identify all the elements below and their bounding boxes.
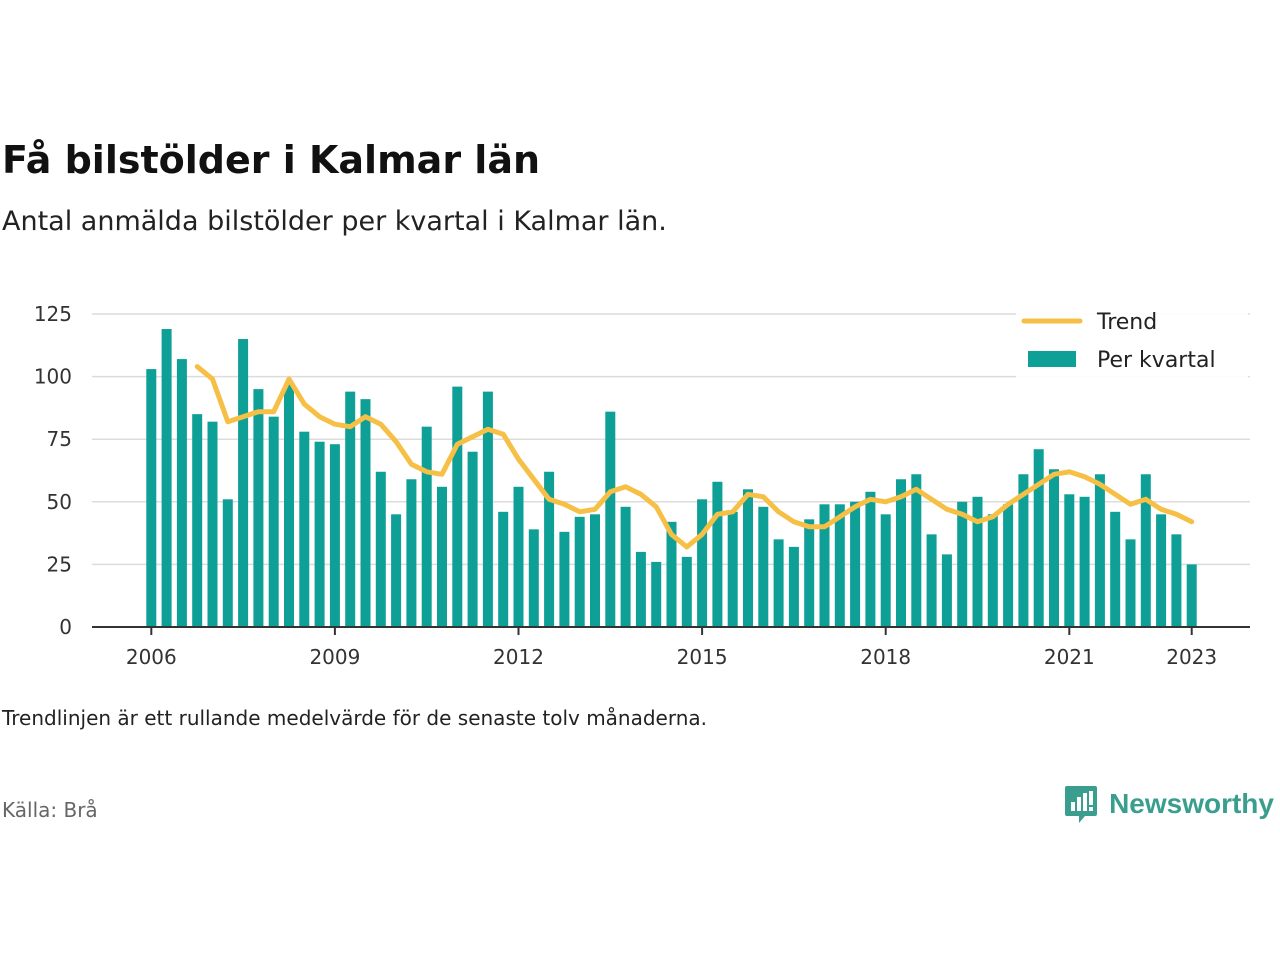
newsworthy-logo-icon [1065,786,1098,823]
bar-2006-Q2 [161,329,172,627]
bar-2012-Q4 [559,531,570,627]
bar-2016-Q3 [788,546,799,627]
legend-trend-label: Trend [1096,310,1157,335]
chart-subtitle: Antal anmälda bilstölder per kvartal i K… [2,206,667,237]
bar-2014-Q1 [635,551,646,627]
bar-2019-Q4 [987,514,998,627]
bar-2022-Q4 [1171,534,1182,627]
bar-2021-Q3 [1094,474,1105,627]
bar-2013-Q2 [590,514,600,627]
bar-2020-Q3 [1033,449,1044,627]
axes: 0 25 50 75 100 125 2006 2009 2012 2015 2018 2021 202… [34,302,1250,669]
bar-2015-Q1 [697,499,708,627]
bar-line-chart: 0 25 50 75 100 125 2006 2009 2012 2015 2018 2021 202… [34,302,1250,669]
brand-name: Newsworthy [1109,788,1274,819]
bar-2015-Q3 [727,511,738,627]
bar-2008-Q2 [284,384,294,627]
y-tick-label: 75 [47,427,72,451]
bar-2021-Q1 [1064,494,1075,627]
bar-2022-Q2 [1140,474,1151,627]
x-tick-label: 2018 [860,645,911,669]
bar-2018-Q4 [926,534,937,627]
trend-line [194,364,1195,550]
bar-2020-Q1 [1003,504,1014,627]
bar-2014-Q3 [666,521,677,627]
legend-bars-swatch [1028,351,1076,367]
trend-line-layer [194,364,1195,550]
bar-2012-Q2 [528,529,539,627]
bar-2013-Q3 [605,411,616,627]
legend: Trend Per kvartal [1016,304,1248,378]
bar-2010-Q2 [406,479,417,627]
bar-2007-Q4 [253,389,264,627]
source-credit: Källa: Brå [2,798,98,822]
bar-2011-Q1 [452,386,463,627]
bar-2011-Q4 [498,511,509,627]
bar-2019-Q1 [941,554,952,627]
bar-2019-Q3 [972,496,983,627]
bar-2013-Q1 [574,516,585,627]
bar-2009-Q3 [360,399,371,627]
bars [146,329,1197,627]
bar-2015-Q4 [743,489,753,627]
bar-2007-Q2 [222,499,233,627]
bar-2007-Q3 [238,339,249,627]
x-tick-label: 2009 [309,645,360,669]
bar-2012-Q3 [544,471,555,627]
bar-2010-Q3 [421,426,432,627]
bar-2016-Q2 [773,539,784,627]
bar-2011-Q3 [482,391,493,627]
bar-2011-Q2 [467,451,478,627]
bar-2018-Q2 [896,479,906,627]
chart-title: Få bilstölder i Kalmar län [2,138,541,182]
bar-2014-Q2 [651,561,662,627]
bar-2010-Q1 [391,514,402,627]
bar-2022-Q1 [1125,539,1136,627]
bar-2018-Q1 [880,514,891,627]
bar-2023-Q1 [1186,564,1197,627]
y-tick-label: 25 [47,552,72,576]
bar-2017-Q2 [834,504,845,627]
bar-2008-Q3 [299,431,310,627]
bar-2007-Q1 [207,421,218,627]
y-tick-label: 0 [59,615,72,639]
bar-2009-Q4 [375,471,386,627]
bar-2019-Q2 [957,501,968,627]
x-tick-label: 2023 [1166,645,1217,669]
bar-2006-Q1 [146,369,157,627]
bar-2015-Q2 [712,481,723,627]
bar-2017-Q3 [850,501,861,627]
x-tick-label: 2006 [126,645,177,669]
bar-2008-Q4 [314,441,325,627]
bar-2009-Q2 [345,391,356,627]
bar-2020-Q4 [1049,469,1059,627]
x-tick-label: 2015 [677,645,728,669]
bar-2008-Q1 [268,416,279,627]
bar-2009-Q1 [329,444,340,627]
x-tick-label: 2021 [1044,645,1095,669]
legend-bars-label: Per kvartal [1097,348,1216,373]
brand-logo: Newsworthy [1063,784,1274,824]
bar-2012-Q1 [513,486,524,627]
bar-2006-Q4 [192,414,203,627]
bar-2013-Q4 [620,506,631,627]
bar-2017-Q1 [819,504,830,627]
y-tick-label: 125 [34,302,72,326]
x-tick-label: 2012 [493,645,544,669]
bar-2018-Q3 [911,474,922,627]
bar-2016-Q4 [804,519,815,627]
bar-2021-Q4 [1110,511,1121,627]
y-tick-label: 100 [34,365,72,389]
bar-2014-Q4 [681,556,692,627]
bar-2017-Q4 [865,491,876,627]
bar-2021-Q2 [1079,496,1090,627]
chart-note: Trendlinjen är ett rullande medelvärde f… [2,706,708,730]
bar-2010-Q4 [437,486,447,627]
bar-2020-Q2 [1018,474,1029,627]
bar-2006-Q3 [176,359,187,627]
y-tick-label: 50 [47,490,72,514]
bar-2016-Q1 [758,506,769,627]
bar-2022-Q3 [1156,514,1167,627]
